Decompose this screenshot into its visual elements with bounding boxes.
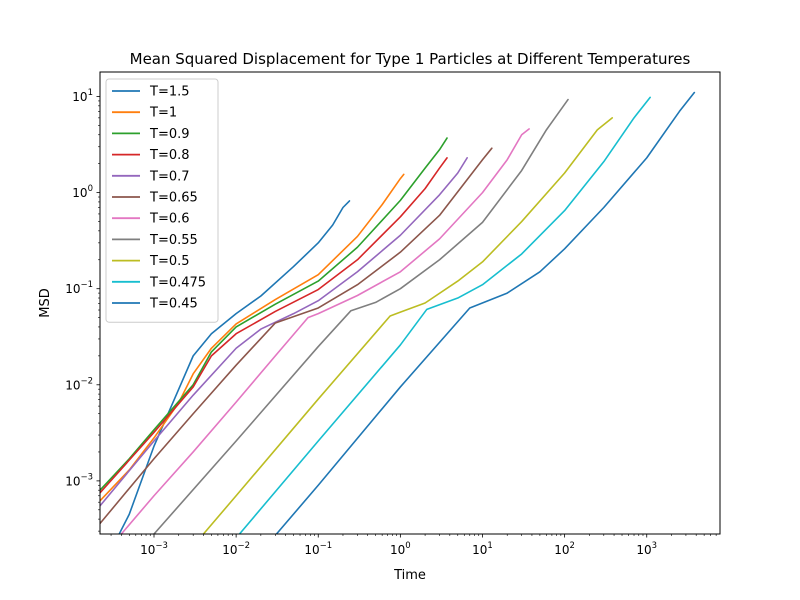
x-tick-label: 102 [554,541,575,557]
series-line-5 [100,157,468,507]
legend-label: T=0.6 [149,212,190,227]
legend-label: T=1.5 [149,85,190,100]
series-line-11 [275,91,696,534]
x-axis-ticks: 10−3 10−2 10−1 100 101 102 103 [110,534,717,557]
x-tick-label: 101 [472,541,493,557]
legend-label: T=0.8 [149,148,190,163]
legend: T=1.5 T=1 T=0.9 T=0.8 T=0.7 T=0.65 T=0.6 T=0.55… [105,78,219,323]
legend-label: T=0.9 [149,127,190,142]
x-tick-label: 10−1 [304,541,332,557]
series-line-4 [100,157,448,494]
x-tick-label: 103 [636,541,657,557]
legend-label: T=0.475 [149,275,206,290]
legend-label: T=0.45 [149,297,198,312]
plot-frame [99,71,721,535]
series-line-9 [202,117,614,534]
legend-label: T=0.7 [149,169,190,184]
y-tick-label: 10−3 [65,472,93,488]
x-tick-label: 10−2 [222,541,250,557]
y-tick-label: 10−1 [65,280,93,296]
series-line-10 [238,96,651,534]
y-axis-label: MSD [38,288,53,317]
series-line-7 [120,128,530,534]
series-line-8 [153,98,569,534]
series-line-1 [118,200,351,534]
y-tick-label: 101 [72,88,93,104]
chart-title: Mean Squared Displacement for Type 1 Par… [130,50,691,68]
y-tick-label: 100 [72,184,93,200]
legend-label: T=0.65 [149,191,198,206]
series-line-3 [100,137,448,491]
series-layer [100,91,696,534]
legend-label: T=1 [149,106,177,121]
series-line-2 [100,173,405,502]
x-tick-label: 100 [390,541,411,557]
series-line-6 [100,147,493,525]
legend-label: T=0.5 [149,254,190,269]
y-tick-label: 10−2 [65,376,93,392]
x-tick-label: 10−3 [140,541,168,557]
y-axis-ticks: 10−3 10−2 10−1 100 101 [65,88,100,532]
x-axis-label: Time [393,568,426,583]
legend-label: T=0.55 [149,233,198,248]
